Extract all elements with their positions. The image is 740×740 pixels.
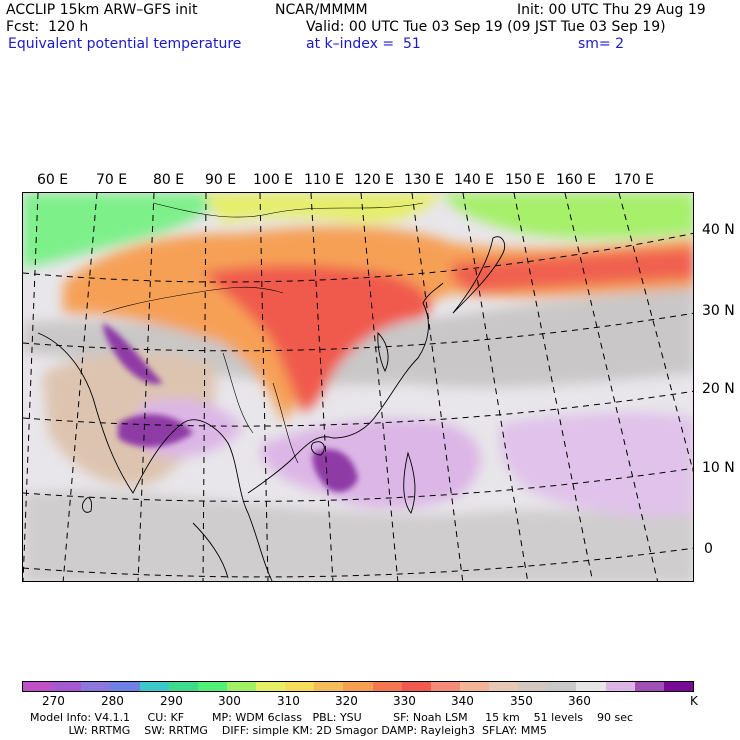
colorbar-swatch	[256, 682, 286, 691]
lat-label: 20 N	[702, 381, 735, 397]
colorbar-swatch	[605, 682, 635, 691]
theta-e-map	[22, 192, 694, 582]
red-core-china	[203, 265, 431, 413]
deep-convection-india	[103, 323, 163, 384]
colorbar-label: 280	[101, 694, 124, 708]
lon-label: 140 E	[454, 172, 495, 188]
lon-label: 100 E	[253, 172, 294, 188]
green-northeast	[443, 193, 693, 239]
colorbar-swatch	[372, 682, 402, 691]
lon-label: 150 E	[505, 172, 546, 188]
colorbar-swatch	[401, 682, 431, 691]
colorbar-swatch	[168, 682, 198, 691]
map-canvas	[23, 193, 693, 581]
field-name: Equivalent potential temperature	[8, 36, 242, 52]
red-band-pacific	[451, 248, 693, 293]
lon-label: 60 E	[37, 172, 69, 188]
center-name: NCAR/MMMM	[275, 2, 368, 18]
colorbar	[22, 681, 694, 692]
lon-label: 120 E	[354, 172, 395, 188]
colorbar-swatch	[459, 682, 489, 691]
model-info-line2: LW: RRTMG SW: RRTMG DIFF: simple KM: 2D …	[30, 724, 547, 737]
colorbar-swatch	[23, 682, 53, 691]
lon-label: 110 E	[304, 172, 345, 188]
lon-label: 130 E	[404, 172, 445, 188]
colorbar-swatch	[634, 682, 664, 691]
colorbar-swatch	[489, 682, 519, 691]
init-time: Init: 00 UTC Thu 29 Aug 19	[517, 2, 706, 18]
model-title: ACCLIP 15km ARW–GFS init	[6, 2, 198, 18]
colorbar-unit: K	[690, 694, 698, 708]
forecast-hour: Fcst: 120 h	[6, 19, 89, 35]
colorbar-swatch	[81, 682, 111, 691]
colorbar-label: 340	[451, 694, 474, 708]
colorbar-label: 320	[335, 694, 358, 708]
colorbar-swatch	[285, 682, 315, 691]
smoothing: sm= 2	[578, 36, 625, 52]
model-info-line1: Model Info: V4.1.1 CU: KF MP: WDM 6class…	[30, 711, 634, 724]
lat-label: 30 N	[702, 303, 735, 319]
colorbar-swatch	[430, 682, 460, 691]
convection-pacific	[499, 412, 693, 517]
valid-time: Valid: 00 UTC Tue 03 Sep 19 (09 JST Tue …	[306, 19, 666, 35]
convection-scs	[261, 419, 481, 508]
green-northwest	[23, 193, 223, 268]
lat-label: 10 N	[702, 460, 735, 476]
deep-convection-bay	[118, 414, 193, 448]
deep-convection-scs	[312, 449, 358, 493]
colorbar-swatch	[314, 682, 344, 691]
colorbar-swatch	[139, 682, 169, 691]
lat-label: 0	[704, 541, 713, 557]
graticule	[23, 193, 693, 581]
colorbar-label: 300	[218, 694, 241, 708]
colorbar-label: 330	[393, 694, 416, 708]
colorbar-swatch	[52, 682, 82, 691]
level-index: at k–index = 51	[306, 36, 421, 52]
colorbar-label: 290	[160, 694, 183, 708]
colorbar-swatch	[547, 682, 577, 691]
colorbar-swatch	[518, 682, 548, 691]
country-borders	[102, 202, 424, 464]
coastlines	[37, 236, 506, 581]
lon-label: 160 E	[556, 172, 597, 188]
colorbar-swatch	[663, 682, 693, 691]
lon-label: 70 E	[96, 172, 128, 188]
colorbar-label: 360	[568, 694, 591, 708]
lat-label: 40 N	[702, 222, 735, 238]
lon-label: 170 E	[614, 172, 655, 188]
gray-band-south	[23, 491, 693, 581]
colorbar-swatch	[226, 682, 256, 691]
colorbar-label: 270	[42, 694, 65, 708]
lon-label: 90 E	[205, 172, 237, 188]
colorbar-label: 350	[510, 694, 533, 708]
colorbar-swatch	[576, 682, 606, 691]
colorbar-swatch	[343, 682, 373, 691]
lon-label: 80 E	[153, 172, 185, 188]
colorbar-swatch	[110, 682, 140, 691]
colorbar-swatch	[197, 682, 227, 691]
colorbar-label: 310	[277, 694, 300, 708]
